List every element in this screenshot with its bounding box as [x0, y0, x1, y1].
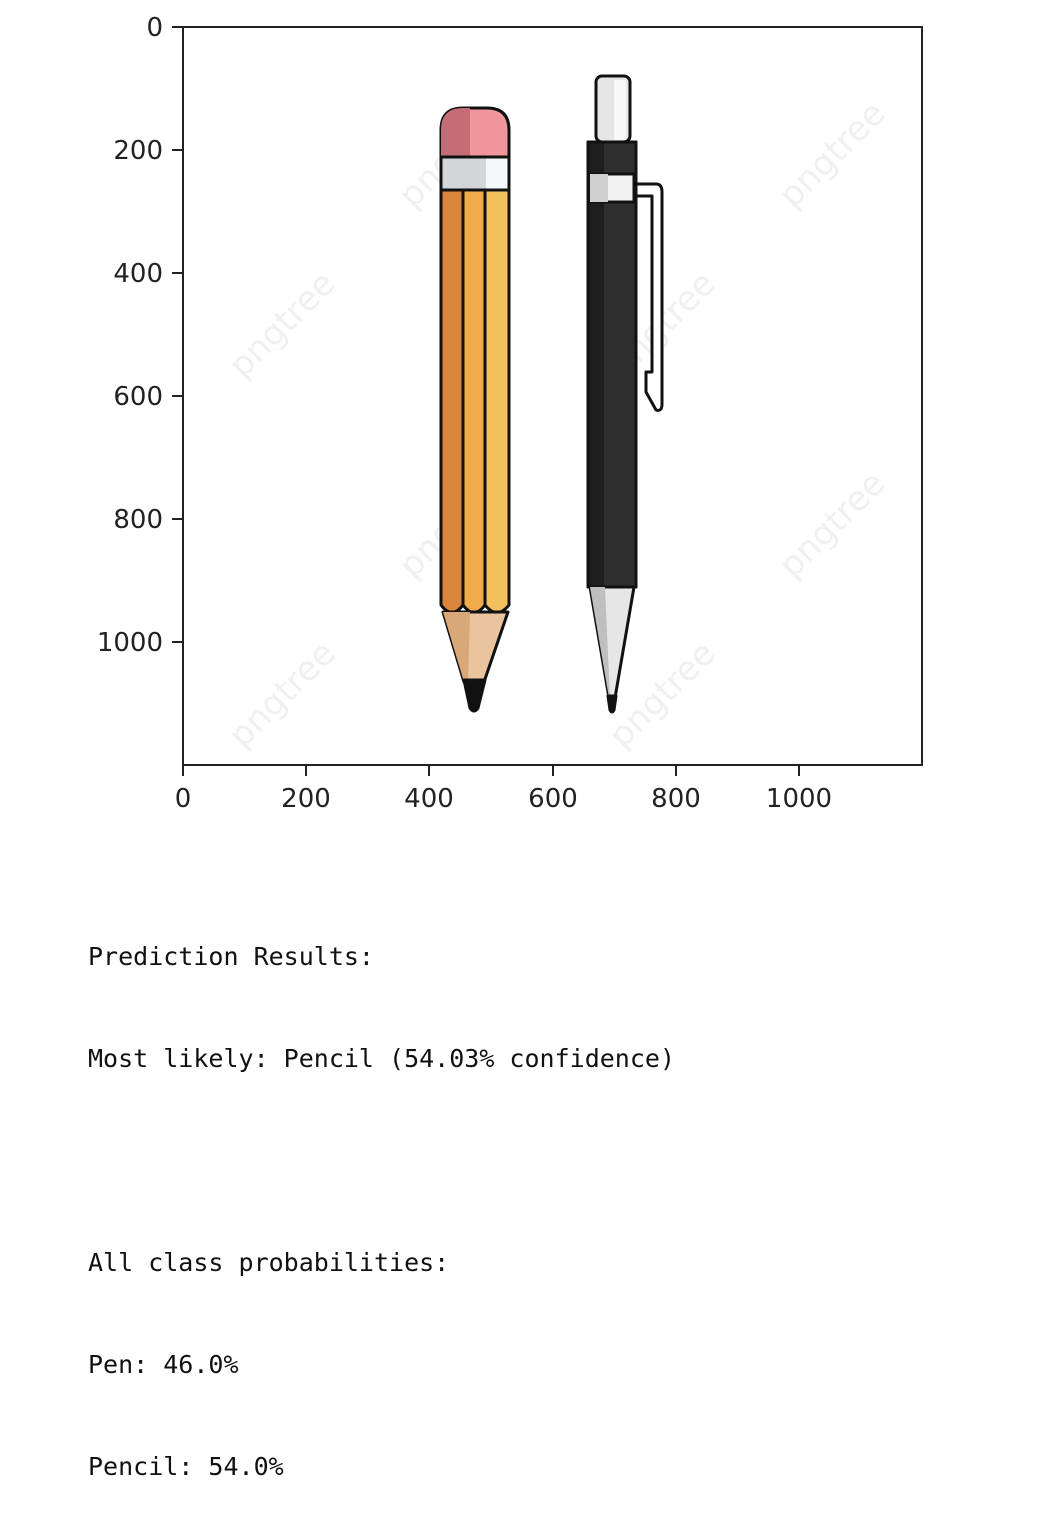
pencil-lead — [462, 678, 487, 713]
x-tick-label: 200 — [281, 784, 331, 814]
y-tick-label: 800 — [113, 505, 163, 535]
x-tick-label: 400 — [404, 784, 454, 814]
pen-clip — [634, 182, 664, 412]
prediction-heading: Prediction Results: — [88, 942, 374, 971]
x-axis: 0 200 400 600 800 1000 — [175, 765, 832, 814]
probability-pencil: Pencil: 54.0% — [88, 1452, 284, 1481]
y-axis: 0 200 400 600 800 1000 — [97, 13, 183, 658]
pen-icon — [586, 74, 664, 714]
x-tick-label: 600 — [528, 784, 578, 814]
most-likely-line: Most likely: Pencil (54.03% confidence) — [88, 1044, 675, 1073]
y-tick-label: 600 — [113, 382, 163, 412]
blank-line — [88, 1144, 675, 1178]
y-tick-label: 1000 — [97, 628, 163, 658]
matplotlib-figure: pngtree pngtree pngtree pngtree pngtree … — [97, 13, 923, 814]
probabilities-heading: All class probabilities: — [88, 1248, 450, 1277]
pencil-body — [439, 188, 465, 614]
pencil-icon — [439, 106, 511, 713]
probability-pen: Pen: 46.0% — [88, 1350, 239, 1379]
cell-output: Prediction Results: Most likely: Pencil … — [88, 872, 675, 1518]
x-tick-label: 0 — [175, 784, 192, 814]
x-tick-label: 800 — [651, 784, 701, 814]
y-tick-label: 200 — [113, 136, 163, 166]
y-tick-label: 0 — [146, 13, 163, 43]
axes-frame — [182, 26, 923, 766]
x-tick-label: 1000 — [766, 784, 832, 814]
y-tick-label: 400 — [113, 259, 163, 289]
